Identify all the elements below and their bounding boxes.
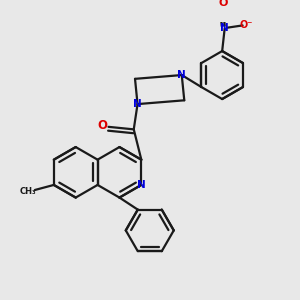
Text: N: N (220, 23, 229, 33)
Text: O: O (219, 0, 228, 8)
Text: O⁻: O⁻ (239, 20, 253, 29)
Text: O: O (97, 119, 107, 132)
Text: CH₃: CH₃ (19, 187, 36, 196)
Text: N: N (133, 99, 142, 109)
Text: N: N (137, 180, 146, 190)
Text: N: N (177, 70, 186, 80)
